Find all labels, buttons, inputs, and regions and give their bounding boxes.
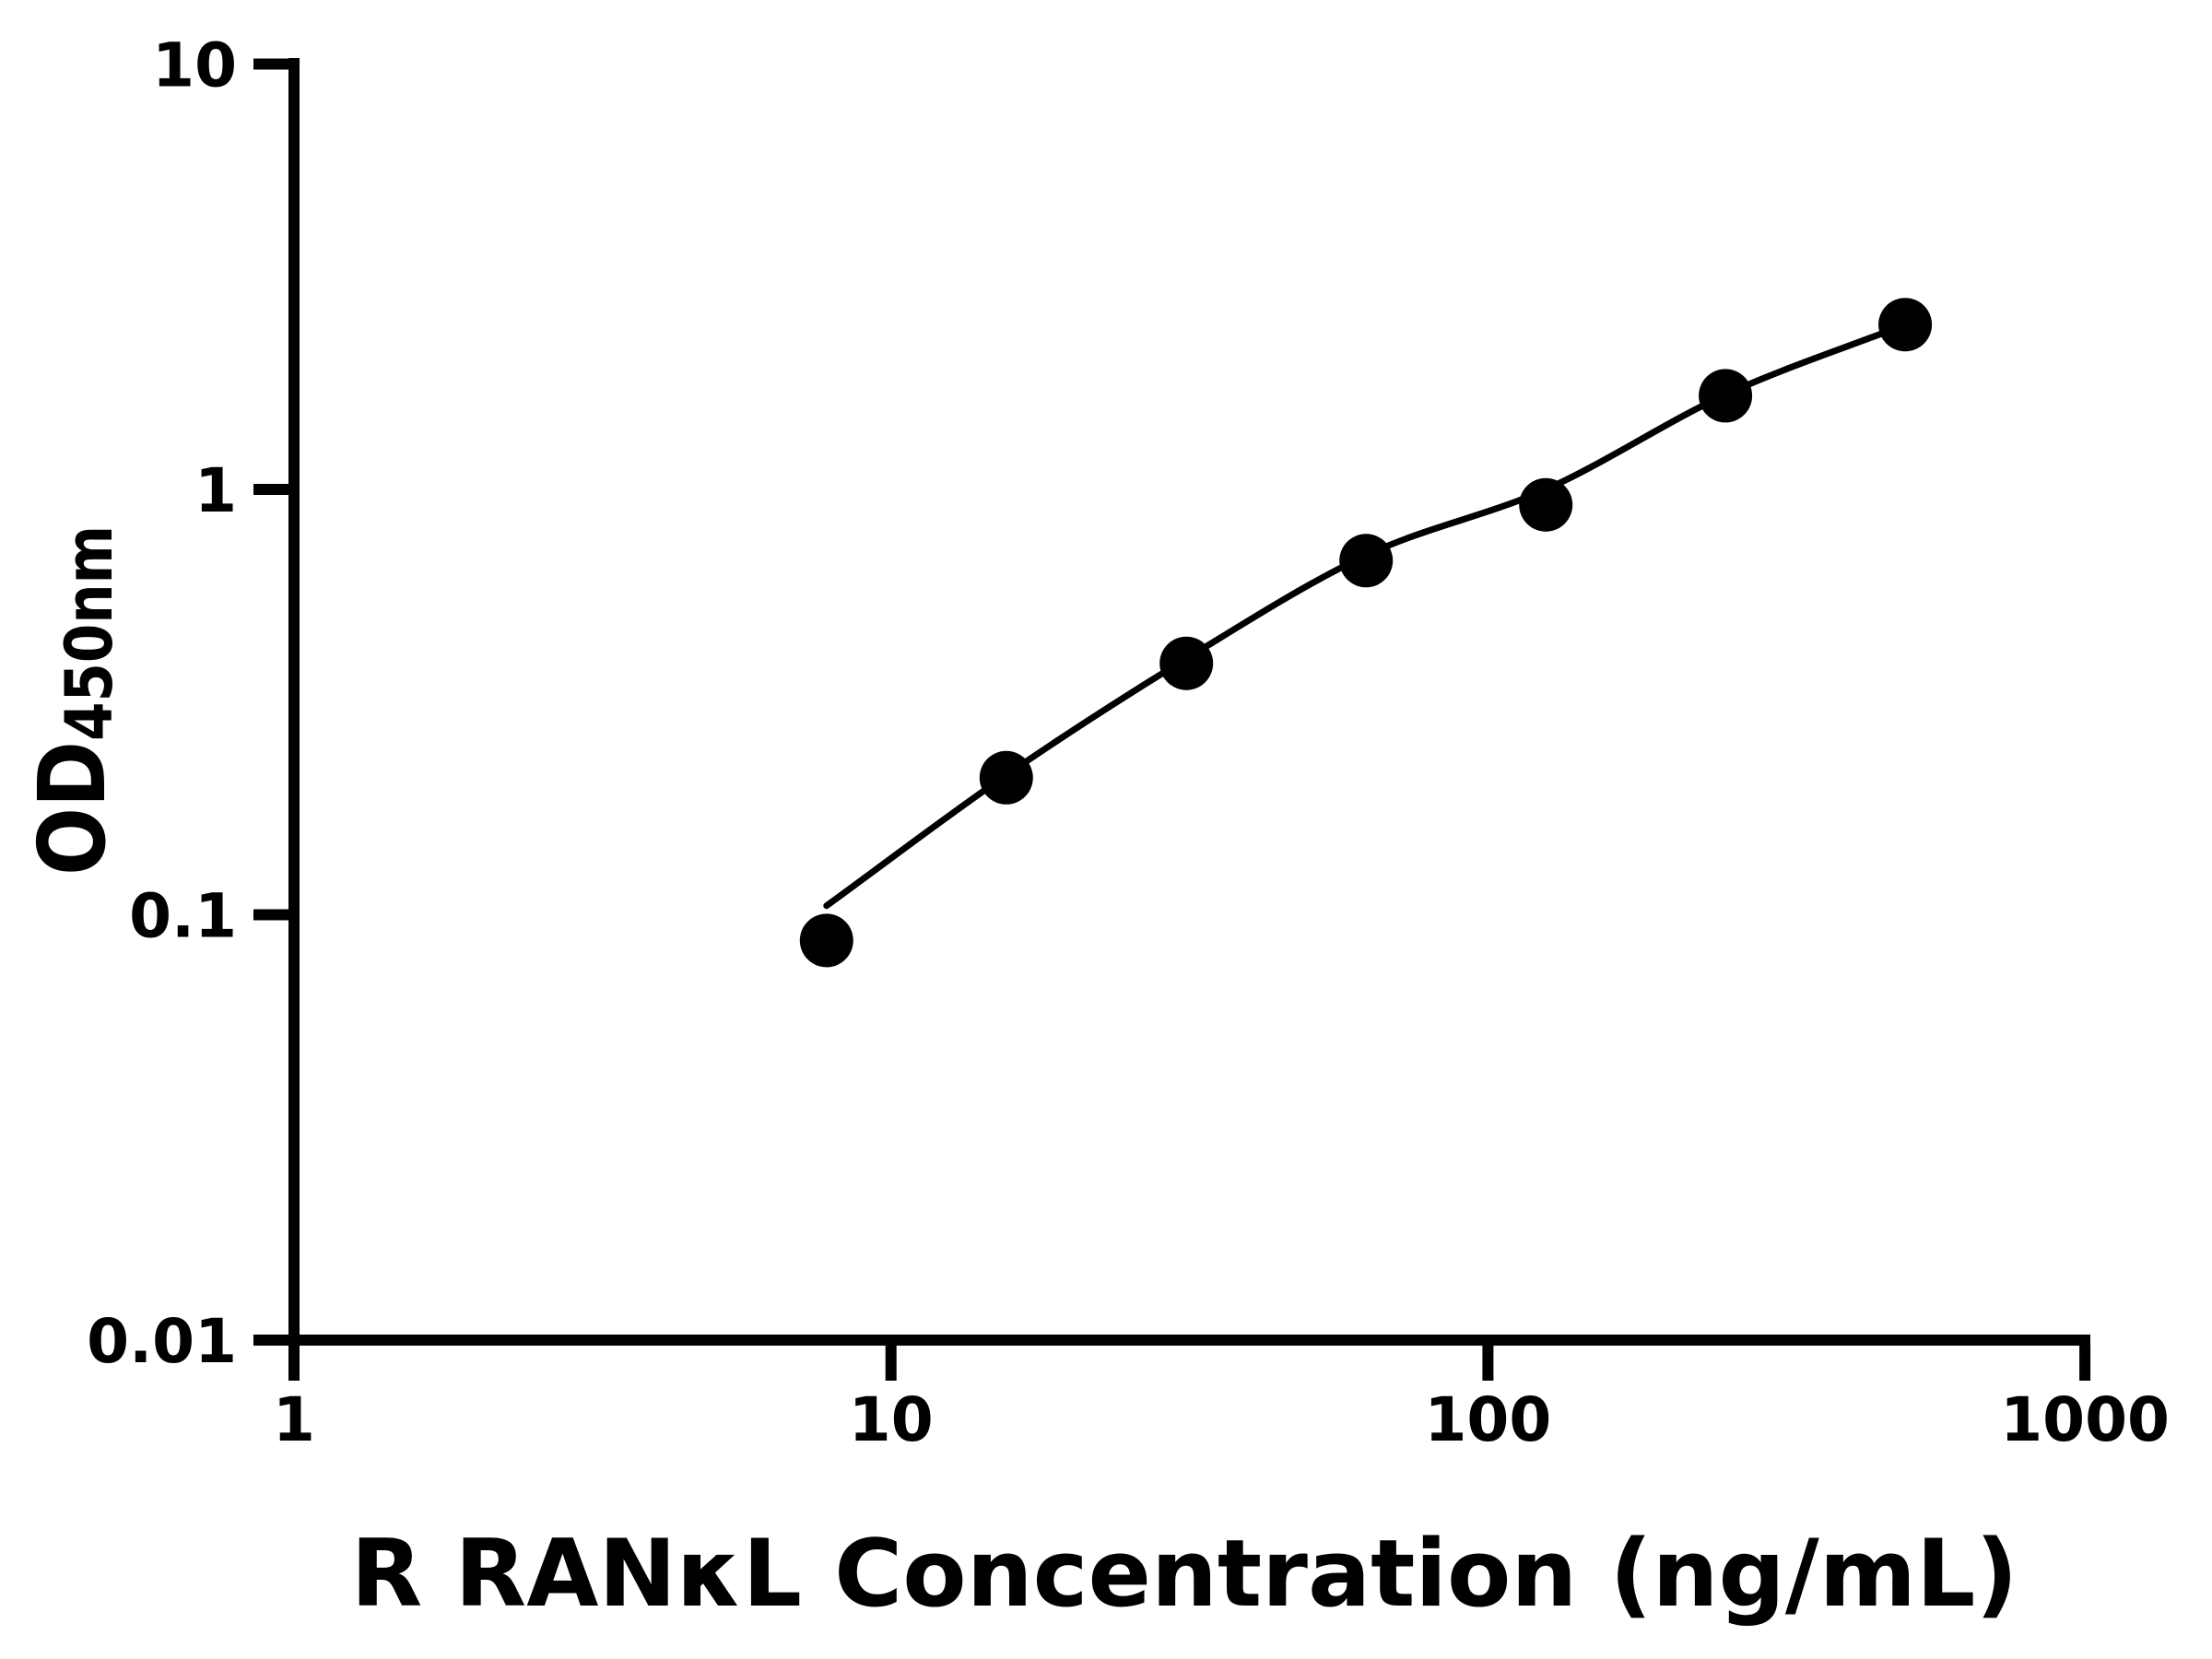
x-tick-label: 100 — [1425, 1384, 1552, 1455]
x-tick-mark — [885, 1346, 897, 1381]
y-axis-ticks: 0.01 0.1 1 10 — [87, 30, 288, 1377]
x-tick-mark — [1482, 1346, 1494, 1381]
data-point — [799, 913, 853, 968]
y-axis-title-main: OD — [19, 741, 126, 876]
y-tick-label: 0.1 — [129, 881, 237, 952]
x-tick-label: 1000 — [2000, 1384, 2170, 1455]
y-tick-mark — [253, 909, 288, 921]
data-point — [1878, 298, 1933, 352]
y-axis-title-sub: 450nm — [53, 525, 127, 741]
data-point — [1519, 477, 1573, 532]
y-tick-mark — [253, 1335, 288, 1346]
y-tick-label: 1 — [194, 455, 237, 526]
data-points — [799, 298, 1933, 968]
y-tick-label: 0.01 — [87, 1306, 237, 1377]
x-axis-line — [288, 1335, 2090, 1346]
x-axis-title: R RANκL Concentration (ng/mL) — [351, 1519, 2018, 1628]
data-point — [1339, 534, 1394, 588]
data-point — [979, 750, 1033, 805]
x-axis-ticks: 1 10 100 1000 — [273, 1346, 2170, 1455]
y-axis-title: OD450nm — [19, 525, 127, 876]
data-point — [1699, 369, 1753, 423]
x-tick-label: 1 — [273, 1384, 315, 1455]
x-tick-label: 10 — [849, 1384, 934, 1455]
y-tick-mark — [253, 58, 288, 70]
y-axis-line — [288, 58, 300, 1346]
data-point — [1159, 636, 1214, 690]
y-tick-mark — [253, 484, 288, 495]
y-tick-label: 10 — [152, 30, 237, 101]
x-tick-mark — [288, 1346, 300, 1381]
x-tick-mark — [2079, 1346, 2091, 1381]
